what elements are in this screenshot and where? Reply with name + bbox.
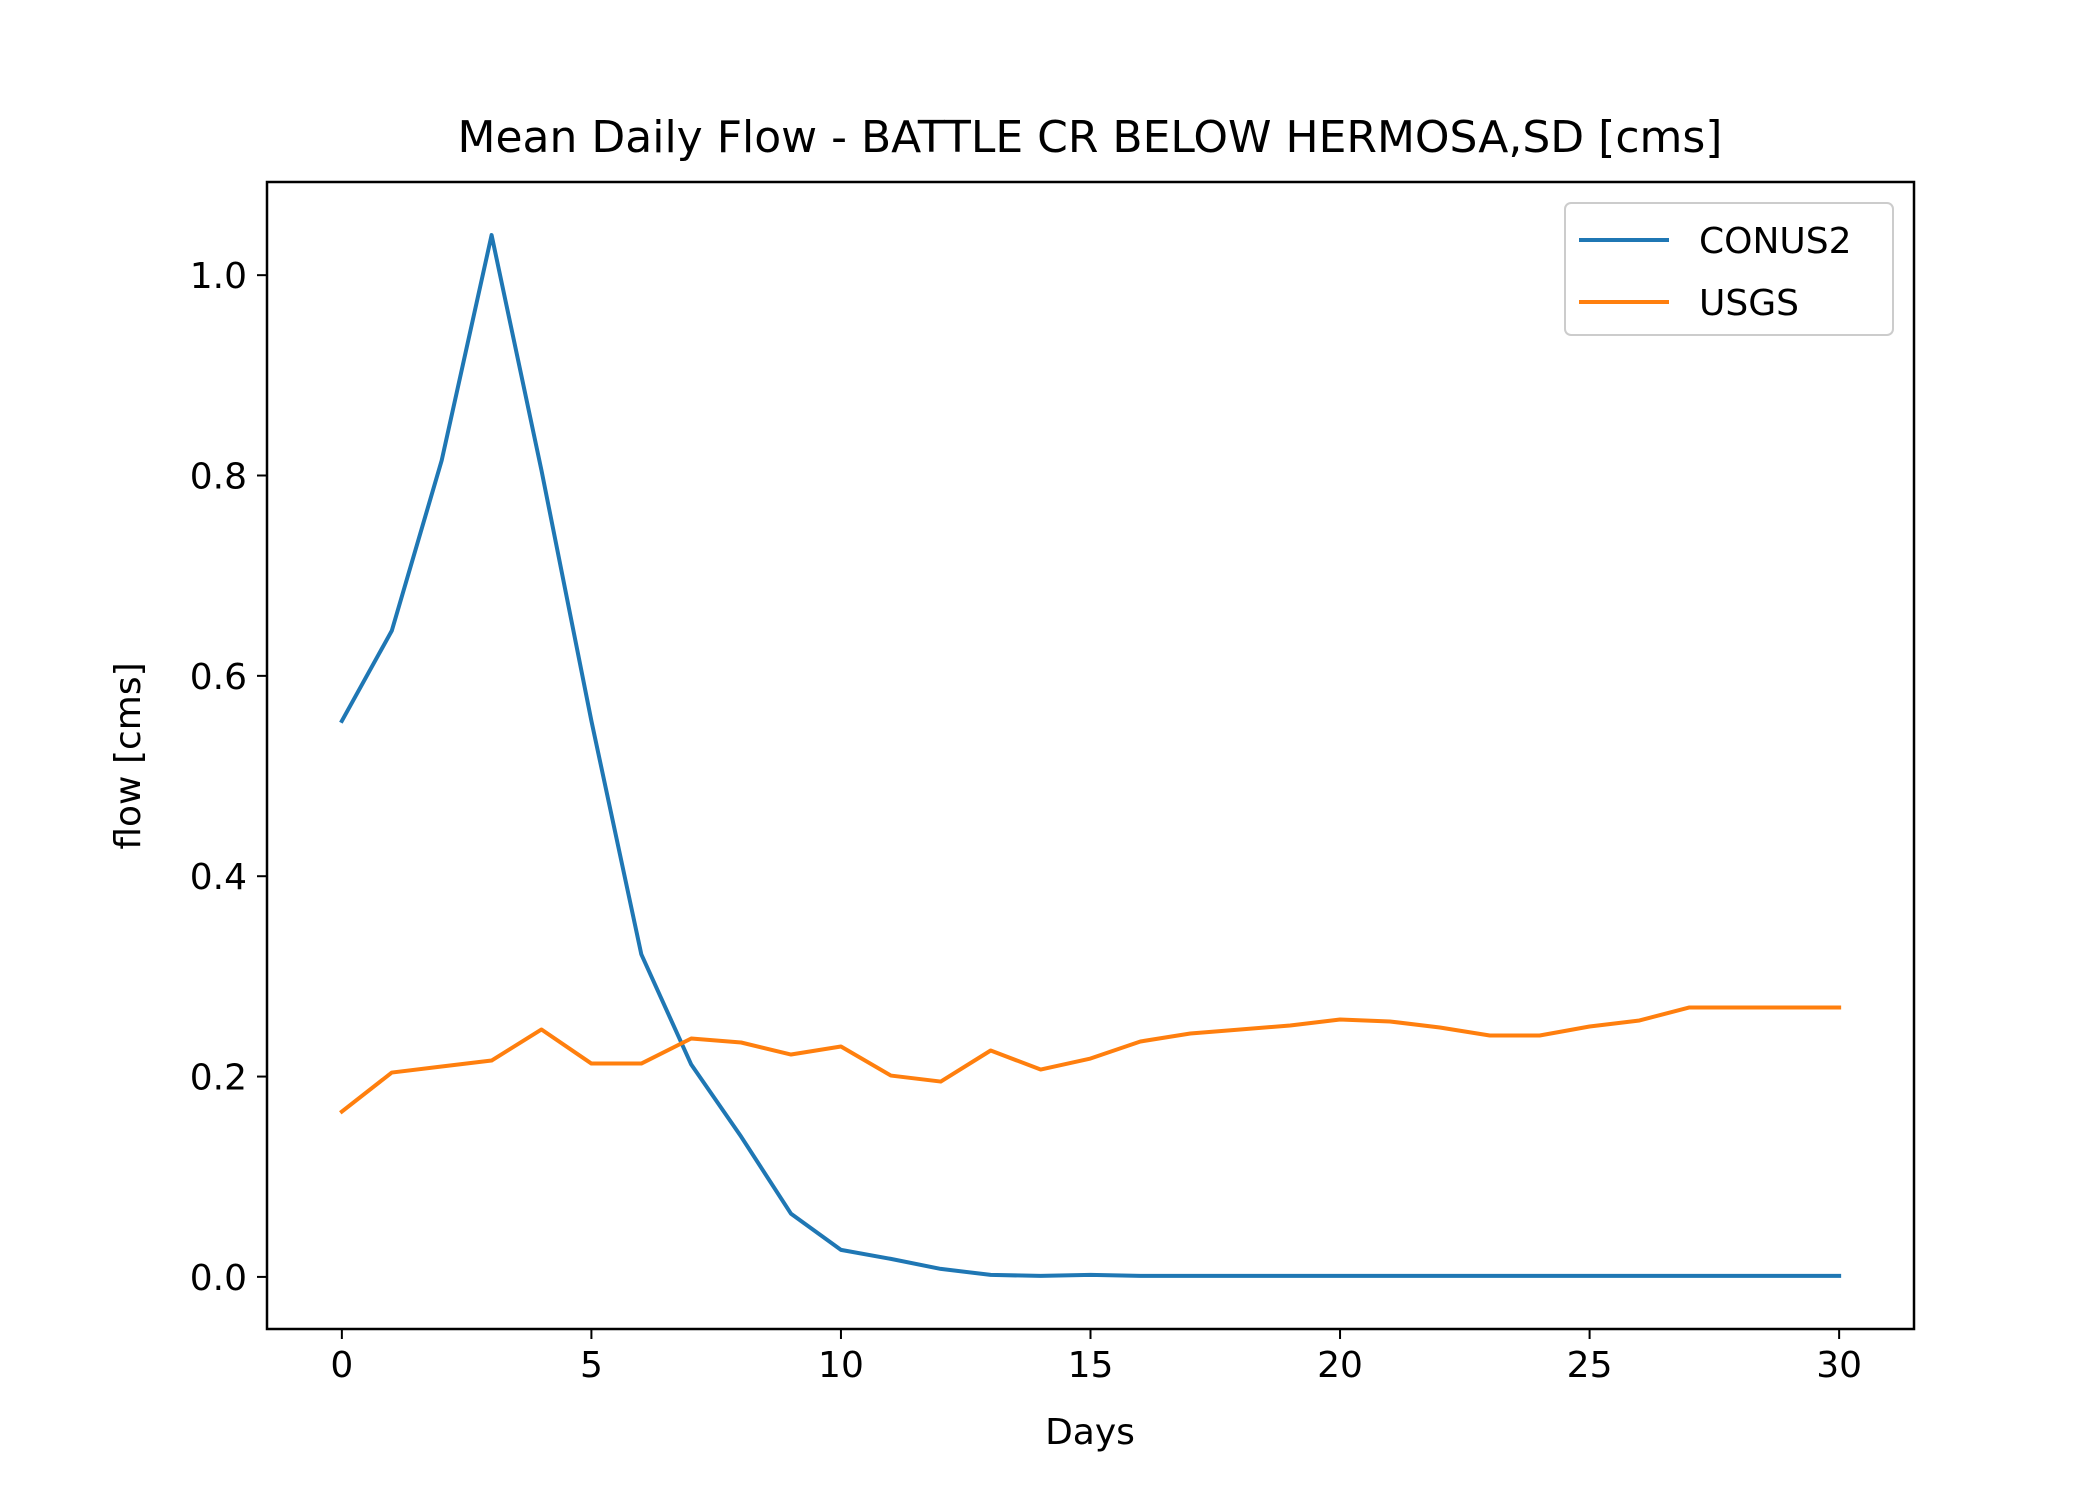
data-point-conus2-27 — [1687, 1274, 1691, 1278]
data-point-conus2-24 — [1538, 1274, 1542, 1278]
data-point-conus2-10 — [839, 1248, 843, 1252]
x-tick-label: 0 — [330, 1345, 353, 1386]
data-point-conus2-16 — [1138, 1274, 1142, 1278]
data-point-conus2-7 — [689, 1063, 693, 1067]
data-point-usgs-7 — [689, 1036, 693, 1040]
data-point-usgs-14 — [1039, 1068, 1043, 1072]
data-point-conus2-22 — [1438, 1274, 1442, 1278]
data-point-usgs-5 — [589, 1062, 593, 1066]
data-point-usgs-20 — [1338, 1017, 1342, 1021]
data-point-usgs-11 — [889, 1074, 893, 1078]
data-point-usgs-12 — [939, 1080, 943, 1084]
data-point-conus2-11 — [889, 1257, 893, 1261]
data-point-usgs-17 — [1188, 1031, 1192, 1035]
data-point-conus2-19 — [1288, 1274, 1292, 1278]
data-point-conus2-12 — [939, 1267, 943, 1271]
data-point-usgs-29 — [1787, 1005, 1791, 1009]
data-point-conus2-15 — [1089, 1273, 1093, 1277]
data-point-conus2-14 — [1039, 1274, 1043, 1278]
data-point-usgs-28 — [1737, 1005, 1741, 1009]
data-point-conus2-20 — [1338, 1274, 1342, 1278]
legend-label-conus2: CONUS2 — [1699, 221, 1852, 262]
legend-label-usgs: USGS — [1699, 283, 1799, 324]
data-point-usgs-21 — [1388, 1019, 1392, 1023]
x-tick-label: 15 — [1068, 1345, 1114, 1386]
data-point-conus2-23 — [1488, 1274, 1492, 1278]
x-tick-label: 5 — [580, 1345, 603, 1386]
chart-title: Mean Daily Flow - BATTLE CR BELOW HERMOS… — [458, 112, 1723, 163]
data-point-usgs-23 — [1488, 1033, 1492, 1037]
data-point-usgs-0 — [340, 1110, 344, 1114]
data-point-conus2-30 — [1837, 1274, 1841, 1278]
y-tick-label: 0.6 — [190, 657, 247, 698]
x-axis-label: Days — [1045, 1412, 1135, 1453]
series-layer — [339, 233, 1842, 1278]
data-point-usgs-6 — [639, 1062, 643, 1066]
data-point-usgs-16 — [1138, 1040, 1142, 1044]
data-point-conus2-21 — [1388, 1274, 1392, 1278]
x-tick-label: 25 — [1567, 1345, 1613, 1386]
data-point-conus2-18 — [1238, 1274, 1242, 1278]
data-point-conus2-17 — [1188, 1274, 1192, 1278]
data-point-usgs-4 — [540, 1027, 544, 1031]
data-point-conus2-13 — [989, 1273, 993, 1277]
data-point-usgs-9 — [789, 1053, 793, 1057]
data-point-conus2-4 — [540, 469, 544, 473]
data-point-conus2-8 — [739, 1135, 743, 1139]
y-tick-label: 1.0 — [190, 256, 247, 297]
data-point-usgs-27 — [1687, 1005, 1691, 1009]
x-tick-label: 10 — [818, 1345, 864, 1386]
data-point-usgs-1 — [390, 1071, 394, 1075]
data-point-conus2-2 — [440, 458, 444, 462]
series-line-conus2 — [339, 233, 1842, 1278]
data-point-usgs-26 — [1638, 1018, 1642, 1022]
data-point-usgs-2 — [440, 1065, 444, 1069]
y-axis-label: flow [cms] — [108, 662, 149, 849]
data-point-usgs-3 — [490, 1059, 494, 1063]
data-point-conus2-9 — [789, 1212, 793, 1216]
y-tick-label: 0.8 — [190, 457, 247, 498]
x-tick-label: 30 — [1816, 1345, 1862, 1386]
data-point-conus2-3 — [490, 233, 494, 237]
y-axis: 0.0 0.2 0.4 0.6 0.8 1.0 — [190, 256, 267, 1299]
data-point-usgs-24 — [1538, 1033, 1542, 1037]
y-tick-label: 0.4 — [190, 857, 247, 898]
data-point-usgs-22 — [1438, 1025, 1442, 1029]
data-point-conus2-26 — [1638, 1274, 1642, 1278]
data-point-usgs-30 — [1837, 1005, 1841, 1009]
legend: CONUS2 USGS — [1564, 202, 1894, 336]
data-point-conus2-29 — [1787, 1274, 1791, 1278]
y-tick-label: 0.0 — [190, 1258, 247, 1299]
data-point-usgs-15 — [1089, 1057, 1093, 1061]
data-point-conus2-0 — [340, 719, 344, 723]
data-point-usgs-10 — [839, 1045, 843, 1049]
series-line-usgs — [339, 1005, 1842, 1115]
data-point-usgs-19 — [1288, 1023, 1292, 1027]
data-point-usgs-13 — [989, 1049, 993, 1053]
data-point-conus2-28 — [1737, 1274, 1741, 1278]
y-tick-label: 0.2 — [190, 1058, 247, 1099]
x-axis: 0 5 10 15 20 25 30 — [330, 1329, 1862, 1386]
data-point-usgs-8 — [739, 1041, 743, 1045]
data-point-usgs-18 — [1238, 1027, 1242, 1031]
data-point-conus2-1 — [390, 629, 394, 633]
x-tick-label: 20 — [1317, 1345, 1363, 1386]
data-point-conus2-5 — [589, 719, 593, 723]
data-point-usgs-25 — [1588, 1024, 1592, 1028]
data-point-conus2-6 — [639, 952, 643, 956]
data-point-conus2-25 — [1588, 1274, 1592, 1278]
